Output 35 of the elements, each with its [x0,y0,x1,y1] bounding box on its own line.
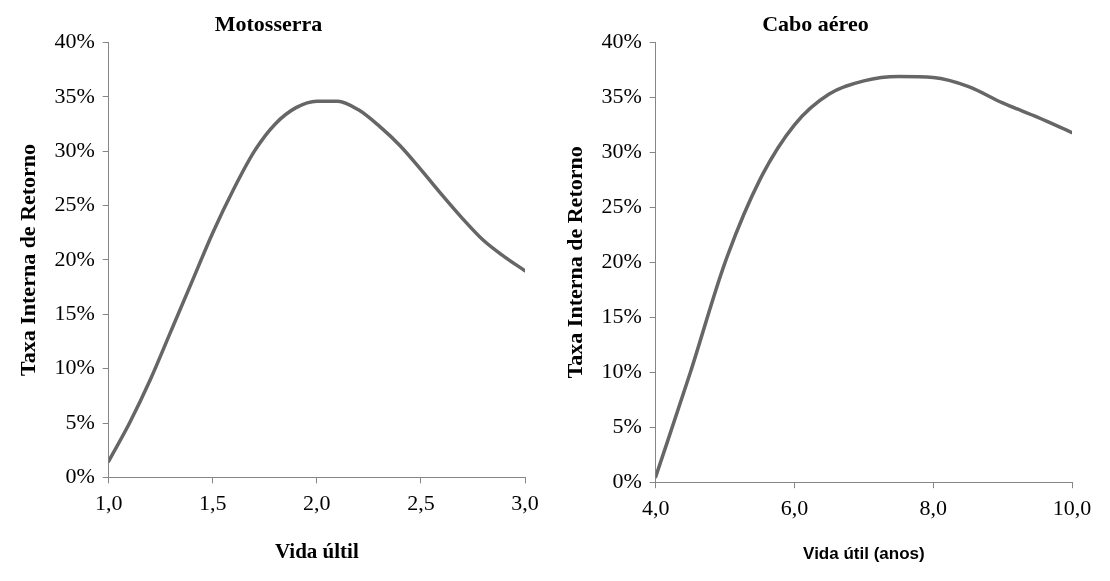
x-axis-title: Vida útil (anos) [803,544,925,564]
y-tick-label: 15% [601,303,642,329]
y-tick-label: 40% [54,28,95,54]
y-tick-label: 0% [612,467,642,493]
x-tick-label: 1,0 [94,490,123,516]
y-tick-label: 15% [54,300,95,326]
line-series [655,74,1072,479]
y-tick-label: 25% [54,191,95,217]
x-tick-label: 2,0 [303,490,331,516]
chart-title: Motosserra [214,10,323,36]
y-tick-label: 10% [601,358,642,384]
y-tick-label: 10% [54,354,95,380]
y-tick-label: 35% [54,82,95,108]
chart-title: Cabo aéreo [762,10,869,36]
x-tick-label: 8,0 [919,495,947,521]
y-tick-label: 40% [601,28,642,54]
y-tick-label: 5% [612,413,642,439]
y-tick-label: 30% [601,138,642,164]
x-tick-label: 3,0 [511,490,539,516]
y-axis-title: Taxa Interna de Retorno [14,143,40,376]
x-tick-label: 6,0 [780,495,809,521]
y-tick-label: 25% [601,193,642,219]
x-tick-label: 4,0 [641,495,670,521]
line-series [108,99,525,463]
y-axis-title: Taxa Interna de Retorno [561,146,587,379]
y-tick-label: 35% [601,83,642,109]
y-tick-label: 0% [65,463,95,489]
x-tick-label: 1,5 [199,490,227,516]
x-tick-label: 10,0 [1052,495,1092,521]
y-tick-label: 20% [54,245,95,271]
y-tick-label: 20% [601,248,642,274]
y-tick-label: 5% [65,408,95,434]
x-axis-title: Vida últil [274,538,359,563]
x-tick-label: 2,5 [407,490,435,516]
y-tick-label: 30% [54,136,95,162]
